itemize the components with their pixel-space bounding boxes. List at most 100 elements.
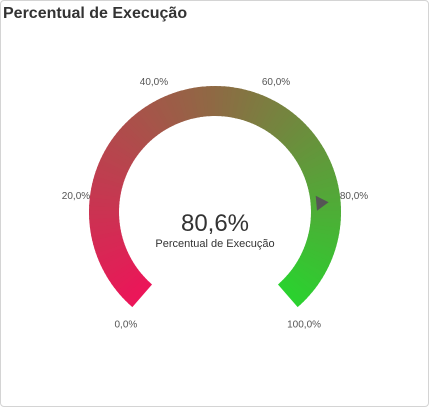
- gauge-arc-segment: [307, 176, 338, 190]
- gauge-arc-segment: [184, 88, 197, 119]
- gauge-arc-segment: [94, 170, 125, 185]
- gauge-arc-segment: [279, 279, 305, 306]
- gauge-value: 80,6%: [181, 210, 249, 237]
- gauge-arc-segment: [294, 261, 323, 283]
- gauge-arc-segment: [91, 229, 122, 241]
- gauge-arc-segment: [144, 104, 166, 133]
- gauge-arc-segment: [286, 272, 313, 296]
- gauge-arc-segment: [247, 93, 264, 124]
- gauge-arc-segment: [124, 279, 150, 305]
- gauge-arc-segment: [104, 257, 133, 278]
- gauge-arc-segment: [127, 116, 153, 143]
- gauge-arc-segment: [95, 242, 126, 258]
- gauge-arc-segment: [95, 166, 126, 182]
- gauge-arc-segment: [300, 155, 331, 174]
- gauge-arc-segment: [124, 119, 150, 145]
- gauge-arc-segment: [265, 104, 287, 133]
- gauge-arc-segment: [108, 139, 137, 161]
- gauge-arc-segment: [111, 136, 139, 158]
- gauge-arc-segment: [106, 143, 135, 164]
- gauge-arc-segment: [131, 114, 155, 141]
- gauge-arc-segment: [292, 264, 321, 286]
- gauge-tick-label: 80,0%: [340, 191, 368, 202]
- gauge-arc-segment: [296, 144, 325, 165]
- gauge-arc-segment: [253, 96, 272, 127]
- gauge-arc-segment: [102, 150, 132, 170]
- gauge-arc-segment: [282, 277, 308, 303]
- gauge-arc-segment: [285, 127, 312, 151]
- gauge-arc-segment: [121, 276, 148, 302]
- gauge-arc-segment: [116, 129, 143, 153]
- gauge-arc-segment: [98, 158, 129, 176]
- gauge-arc-segment: [262, 102, 283, 132]
- gauge-arc-segment: [304, 243, 334, 259]
- gauge-arc-segment: [98, 248, 129, 266]
- gauge-arc-segment: [90, 226, 121, 237]
- gauge-arc-segment: [304, 167, 335, 183]
- gauge-arc-segment: [302, 159, 332, 177]
- gauge-arc-segment: [100, 251, 130, 270]
- gauge-tick-label: 0,0%: [115, 320, 138, 331]
- gauge-arc-segment: [96, 245, 127, 262]
- gauge-arc-segment: [148, 101, 169, 131]
- gauge-arc-segment: [111, 266, 139, 288]
- gauge-arc-segment: [303, 163, 334, 180]
- gauge-arc-segment: [298, 255, 328, 275]
- gauge-arc-segment: [100, 154, 130, 173]
- gauge-tick-label: 60,0%: [262, 77, 290, 88]
- gauge-arc-segment: [301, 249, 331, 267]
- gauge-arc-segment: [284, 275, 311, 300]
- gauge-arc-segment: [290, 133, 318, 156]
- gauge-arc-segment: [156, 97, 175, 128]
- gauge-arc-segment: [273, 112, 297, 139]
- gauge-arc-segment: [106, 260, 135, 281]
- gauge-arc-segment: [299, 151, 329, 171]
- gauge-arc-segment: [288, 130, 315, 154]
- gauge-arc-segment: [193, 87, 203, 118]
- gauge-arc-segment: [94, 239, 125, 254]
- gauge-arc-segment: [104, 146, 133, 167]
- gauge-arc-segment: [113, 268, 141, 292]
- gauge-arc-segment: [108, 263, 137, 285]
- gauge-arc-segment: [244, 92, 260, 123]
- gauge-arc-segment: [297, 148, 327, 168]
- gauge-arc-segment: [141, 106, 163, 135]
- gauge-arc-segment: [290, 267, 319, 290]
- gauge-arc-segment: [281, 120, 307, 146]
- gauge-arc-segment: [292, 137, 320, 159]
- gauge-arc-segment: [250, 95, 268, 125]
- gauge-arc-segment: [259, 100, 279, 130]
- gauge-arc-segment: [268, 107, 290, 135]
- gauge-tick-labels: 0,0% 20,0% 40,0% 60,0% 80,0% 100,0%: [62, 77, 369, 331]
- gauge-arc-segment: [121, 122, 148, 148]
- gauge-arc-segment: [271, 109, 294, 137]
- gauge-arc-segment: [308, 184, 340, 196]
- gauge-arc-segment: [116, 271, 143, 295]
- gauge-arc-segment: [118, 274, 145, 299]
- gauge-arc-segment: [180, 89, 194, 120]
- gauge-arc-segment: [172, 91, 187, 122]
- gauge-arc-segment: [302, 246, 333, 264]
- gauge-arc-segment: [96, 162, 127, 179]
- gauge-arc: [89, 86, 341, 308]
- gauge-arc-segment: [307, 180, 339, 193]
- gauge-arc-segment: [299, 252, 330, 271]
- gauge-arc-segment: [294, 140, 323, 162]
- gauge-arc-segment: [309, 188, 340, 199]
- gauge-tick-label: 20,0%: [62, 191, 90, 202]
- gauge-arc-segment: [89, 223, 121, 233]
- gauge-arc-segment: [127, 281, 153, 308]
- gauge-arc-segment: [176, 90, 190, 121]
- gauge-arc-segment: [168, 92, 184, 123]
- gauge-arc-segment: [188, 87, 200, 119]
- gauge-arc-segment: [278, 117, 304, 144]
- gauge-arc-segment: [118, 126, 145, 150]
- gauge-arc-segment: [92, 232, 123, 246]
- chart-title: Percentual de Execução: [3, 5, 188, 22]
- gauge-arc-segment: [164, 94, 181, 125]
- gauge-arc-segment: [137, 108, 160, 137]
- gauge-arc-segment: [160, 96, 178, 126]
- gauge-arc-segment: [134, 111, 158, 139]
- gauge-arc-segment: [306, 171, 337, 186]
